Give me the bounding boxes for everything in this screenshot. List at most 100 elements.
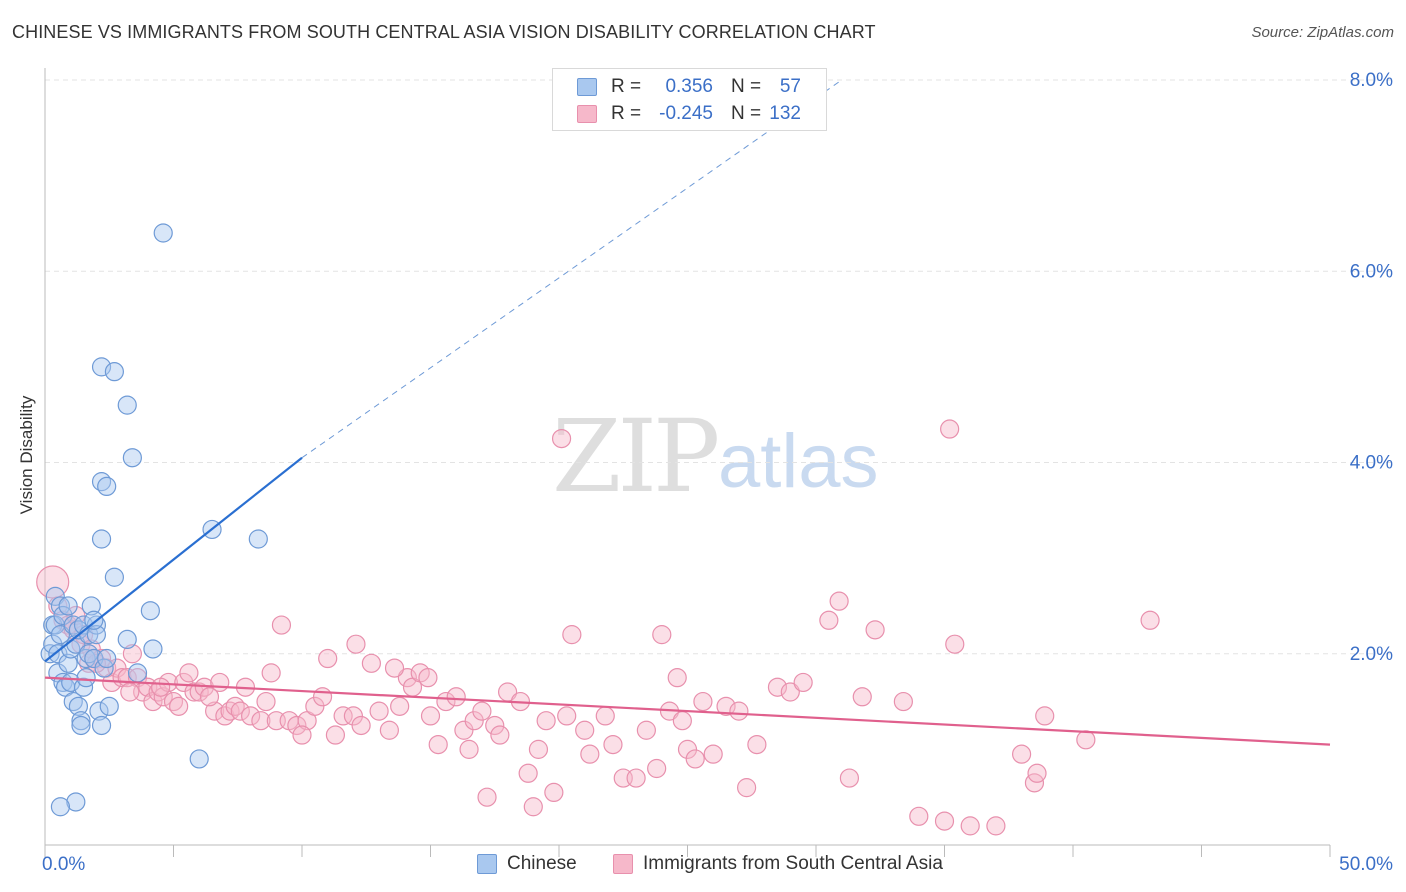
chinese-point	[97, 648, 117, 669]
watermark-zip: ZIP	[552, 398, 720, 515]
immigrants-point	[318, 648, 338, 669]
immigrants-point	[251, 711, 271, 731]
immigrants-point	[518, 763, 538, 783]
chinese-point	[89, 701, 109, 721]
immigrants-point	[287, 715, 307, 736]
immigrants-point	[179, 663, 199, 683]
immigrants-point	[603, 734, 623, 755]
chinese-point	[58, 653, 78, 673]
immigrants-point	[346, 634, 366, 654]
immigrants-point	[865, 620, 885, 640]
immigrants-point	[312, 687, 333, 707]
chinese-point	[97, 476, 117, 497]
immigrants-point	[418, 668, 438, 688]
chinese-point	[45, 586, 65, 606]
chinese-point	[76, 668, 96, 688]
chinese-point	[104, 362, 124, 382]
chinese-point	[81, 596, 101, 616]
chinese-point	[71, 715, 91, 736]
legend-n-label: N =	[731, 76, 762, 97]
chinese-point	[153, 223, 173, 243]
chinese-swatch	[577, 78, 597, 96]
legend-item-chinese[interactable]: Chinese	[477, 852, 577, 876]
immigrants-point	[780, 682, 800, 702]
immigrants-point	[893, 691, 913, 712]
immigrants-point	[271, 615, 292, 635]
immigrants-point	[652, 625, 672, 645]
chinese-point	[48, 644, 68, 664]
immigrants-point	[446, 687, 466, 707]
immigrants-point	[595, 706, 615, 726]
chinese-point	[248, 529, 268, 549]
immigrants-point	[199, 687, 220, 707]
immigrants-point	[575, 720, 595, 740]
chinese-point	[53, 605, 73, 626]
immigrants-point	[1140, 610, 1160, 630]
chinese-swatch	[477, 854, 497, 874]
immigrants-point	[536, 711, 556, 731]
immigrants-point	[343, 706, 363, 726]
immigrants-point	[292, 725, 312, 745]
chinese-point	[58, 596, 78, 616]
chinese-point	[143, 639, 163, 659]
immigrants-point	[647, 758, 667, 779]
immigrants-point	[384, 658, 405, 678]
immigrants-point	[256, 691, 276, 712]
immigrants-point	[459, 739, 479, 759]
chinese-point	[104, 567, 124, 587]
immigrants-point	[557, 706, 577, 726]
chart-title: CHINESE VS IMMIGRANTS FROM SOUTH CENTRAL…	[12, 22, 876, 42]
immigrants-point	[716, 696, 736, 716]
immigrants-point	[909, 806, 929, 826]
chinese-point	[117, 629, 137, 650]
immigrants-point	[636, 720, 656, 740]
immigrants-point	[852, 687, 872, 707]
immigrants-point	[241, 706, 261, 726]
immigrants-point	[205, 701, 225, 721]
chinese-point	[117, 395, 137, 415]
chinese-point	[91, 357, 112, 377]
immigrants-point	[477, 787, 497, 807]
chinese-point	[68, 696, 89, 716]
immigrants-point	[420, 706, 441, 726]
chinese-point	[84, 610, 104, 630]
immigrants-point	[485, 715, 505, 736]
chinese-point	[189, 749, 209, 769]
legend-label-immigrants: Immigrants from South Central Asia	[643, 853, 943, 874]
immigrants-point	[428, 734, 448, 755]
immigrants-point	[397, 668, 417, 688]
chinese-point	[50, 797, 71, 817]
immigrants-point	[1076, 730, 1096, 750]
chinese-points	[40, 223, 268, 817]
chinese-point	[99, 696, 119, 716]
trend-lines	[44, 79, 1331, 746]
immigrants-point	[1011, 744, 1032, 764]
immigrants-point	[333, 706, 353, 726]
y-tick-label: 8.0%	[1350, 70, 1393, 91]
legend-item-immigrants[interactable]: Immigrants from South Central Asia	[613, 852, 943, 876]
x-tick-label: 50.0%	[1339, 854, 1393, 875]
x-tick-label: 0.0%	[42, 854, 85, 875]
immigrants-point	[351, 715, 371, 736]
immigrants-point	[230, 701, 250, 721]
immigrants-point	[934, 811, 955, 831]
chinese-point	[122, 448, 142, 468]
immigrants-point	[528, 739, 549, 759]
immigrants-point	[945, 634, 965, 654]
immigrants-points	[36, 419, 1160, 836]
immigrants-point	[551, 428, 572, 449]
immigrants-point	[693, 691, 713, 712]
legend-row-immigrants: R = -0.245 N = 132	[553, 101, 826, 127]
chinese-point	[43, 634, 63, 654]
axes	[44, 68, 1331, 857]
immigrants-point	[472, 701, 492, 721]
immigrants-swatch	[577, 105, 597, 123]
immigrants-point	[169, 696, 189, 716]
immigrants-point	[960, 816, 980, 836]
chinese-point	[140, 601, 160, 621]
tick-labels: 2.0% 4.0% 6.0% 8.0% 0.0% 50.0%	[42, 70, 1393, 875]
immigrants-point	[747, 734, 767, 755]
watermark-atlas: atlas	[718, 419, 879, 504]
immigrants-point	[120, 682, 140, 702]
